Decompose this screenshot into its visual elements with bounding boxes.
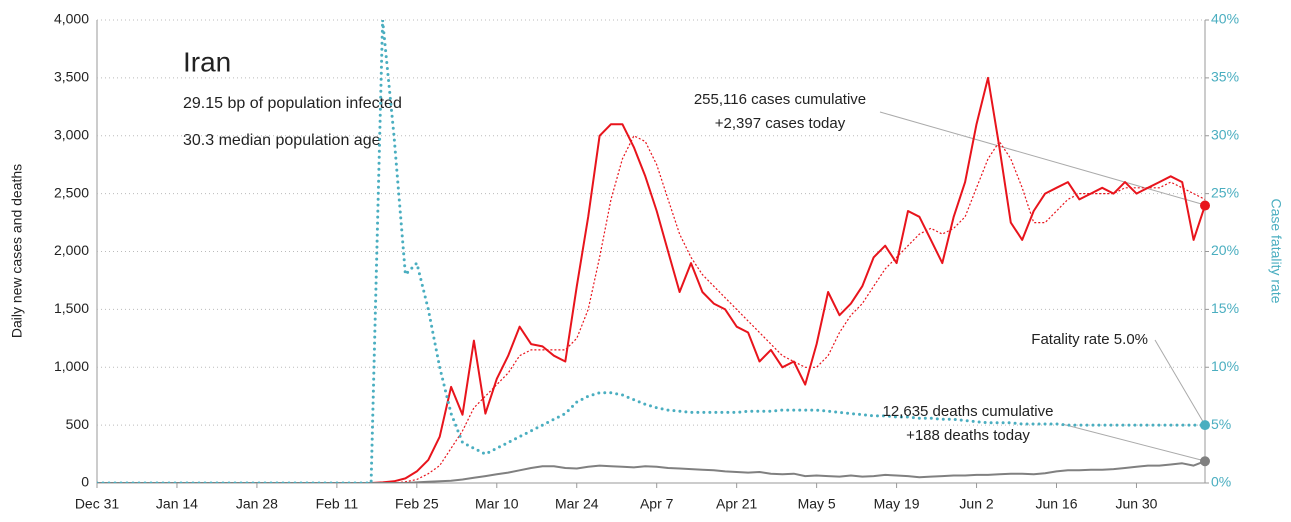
subtitle: 29.15 bp of population infected [183, 95, 402, 112]
x-tick-label: May 5 [798, 496, 836, 512]
annotation: 12,635 deaths cumulative [883, 403, 1054, 420]
y-tick-label: 2,000 [54, 242, 89, 258]
annotation: +188 deaths today [906, 427, 1030, 444]
chart-title: Iran [183, 46, 231, 77]
y2-tick-label: 15% [1211, 300, 1239, 316]
y2-tick-label: 20% [1211, 242, 1239, 258]
annotation: 255,116 cases cumulative [694, 91, 866, 108]
x-tick-label: Jun 30 [1115, 496, 1157, 512]
leader-line [1061, 423, 1206, 462]
y2-tick-label: 25% [1211, 184, 1239, 200]
series-line [97, 460, 1205, 483]
y-tick-label: 3,000 [54, 126, 89, 142]
y2-tick-label: 0% [1211, 474, 1231, 490]
annotation: Fatality rate 5.0% [1031, 331, 1148, 348]
y-tick-label: 3,500 [54, 69, 89, 85]
y-tick-label: 0 [81, 474, 89, 490]
y2-tick-label: 10% [1211, 358, 1239, 374]
x-tick-label: Jun 16 [1035, 496, 1077, 512]
y2-tick-label: 30% [1211, 126, 1239, 142]
x-tick-label: Jun 2 [959, 496, 993, 512]
y-tick-label: 2,500 [54, 184, 89, 200]
y2-tick-label: 40% [1211, 11, 1239, 27]
series-line [97, 135, 1205, 483]
end-dot [1200, 456, 1210, 467]
y2-tick-label: 35% [1211, 69, 1239, 85]
x-tick-label: Jan 28 [236, 496, 278, 512]
subtitle: 30.3 median population age [183, 132, 381, 149]
plot-area [97, 20, 1205, 483]
x-tick-label: Dec 31 [75, 496, 120, 512]
y2-axis-label: Case fatality rate [1268, 198, 1284, 303]
leader-line [879, 111, 1206, 206]
annotation: +2,397 cases today [715, 115, 846, 132]
y-axis-label: Daily new cases and deaths [9, 164, 25, 338]
x-tick-label: Feb 11 [316, 496, 359, 512]
y2-tick-label: 5% [1211, 416, 1231, 432]
series-line [97, 20, 1205, 483]
x-tick-label: May 19 [874, 496, 920, 512]
x-tick-label: Feb 25 [395, 496, 439, 512]
x-tick-label: Mar 24 [555, 496, 599, 512]
x-tick-label: Mar 10 [475, 496, 519, 512]
leader-line [1154, 339, 1206, 426]
y-tick-label: 1,500 [54, 300, 89, 316]
x-tick-label: Apr 7 [640, 496, 674, 512]
x-tick-label: Apr 21 [716, 496, 757, 512]
y-tick-label: 1,000 [54, 358, 89, 374]
x-tick-label: Jan 14 [156, 496, 198, 512]
y-tick-label: 500 [66, 416, 90, 432]
y-tick-label: 4,000 [54, 11, 89, 27]
end-dot [1200, 420, 1210, 431]
end-dot [1200, 200, 1210, 211]
series-line [97, 76, 1205, 483]
